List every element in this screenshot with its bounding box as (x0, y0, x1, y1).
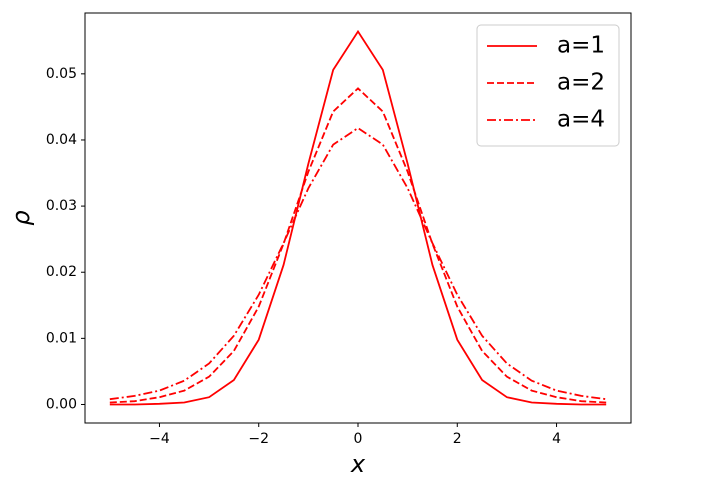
x-tick-label: 4 (552, 431, 561, 447)
y-tick-label: 0.04 (46, 132, 77, 148)
x-tick-label: 2 (453, 431, 462, 447)
y-tick-label: 0.05 (46, 66, 77, 82)
x-tick-label: 0 (354, 431, 363, 447)
x-axis-label: x (350, 450, 366, 478)
plot-frame (84, 12, 632, 424)
legend-label: a=1 (557, 33, 605, 59)
y-tick-label: 0.01 (46, 330, 77, 346)
legend-label: a=4 (557, 107, 605, 133)
x-tick-label: −2 (248, 431, 269, 447)
legend-label: a=2 (557, 70, 605, 96)
y-tick-label: 0.00 (46, 396, 77, 412)
x-tick-label: −4 (149, 431, 170, 447)
y-tick-label: 0.02 (46, 264, 77, 280)
series-line (109, 126, 607, 401)
y-axis-label: ρ (7, 210, 35, 225)
series-line (109, 87, 607, 404)
y-tick-label: 0.03 (46, 198, 77, 214)
series-line (109, 29, 607, 406)
legend-box (476, 24, 620, 147)
